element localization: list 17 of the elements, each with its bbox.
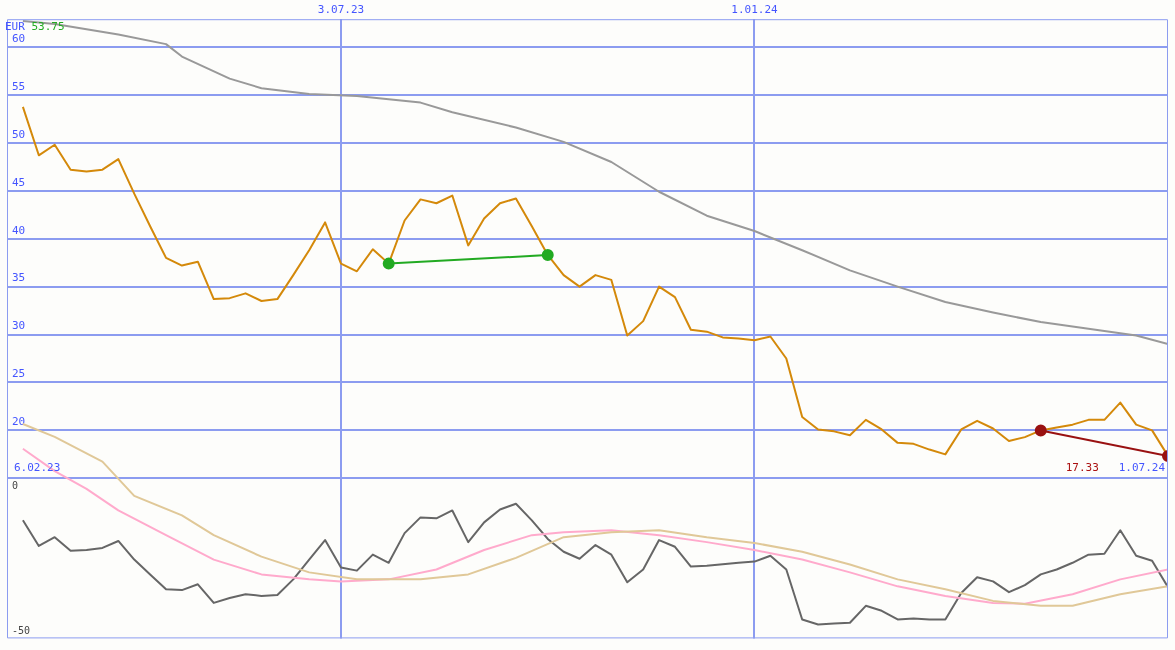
y-tick-label: 20	[12, 415, 26, 429]
y-tick-label: 30	[12, 319, 26, 333]
y-tick-label: 35	[12, 271, 26, 285]
y-tick-label: 55	[12, 79, 26, 93]
y-tick-label: 25	[12, 367, 26, 381]
y-tick-label: 60	[12, 31, 26, 45]
y2-tick-label: 0	[12, 479, 19, 491]
y2-tick-label: -50	[12, 625, 31, 637]
x-tick-label: 3.07.23	[317, 3, 365, 17]
annotation: 6.02.23	[14, 460, 61, 474]
x-tick-label: 1.01.24	[731, 3, 779, 17]
y-tick-label: 45	[12, 175, 26, 189]
y-tick-label: 40	[12, 223, 26, 237]
annotation: 53.75	[31, 19, 65, 33]
annotation: 1.07.24	[1118, 460, 1166, 474]
y-tick-label: 50	[12, 127, 26, 141]
annotation: 17.33	[1065, 460, 1099, 474]
